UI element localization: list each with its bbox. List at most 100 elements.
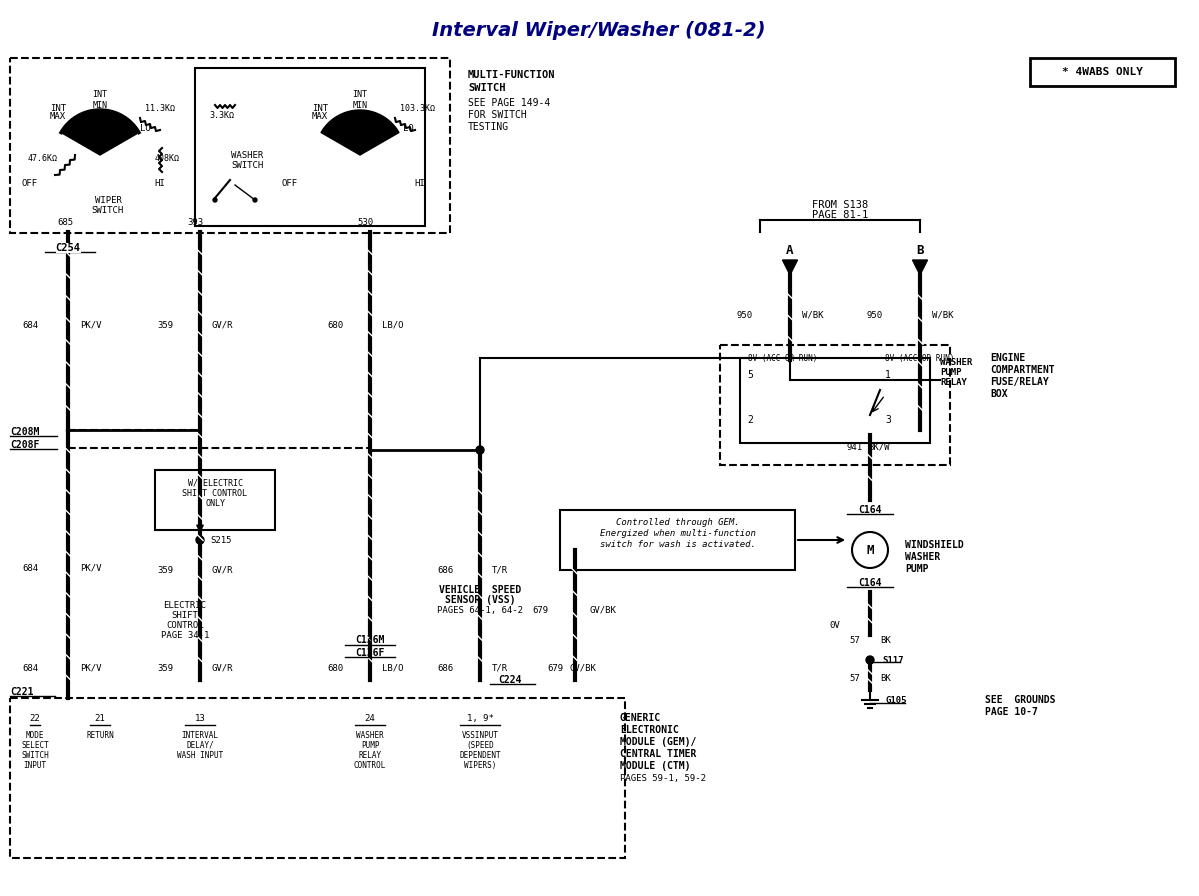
Text: TESTING: TESTING [468,122,510,132]
Text: MODULE (GEM)/: MODULE (GEM)/ [620,737,697,747]
Text: (SPEED: (SPEED [466,740,494,749]
Text: SEE  GROUNDS: SEE GROUNDS [986,695,1055,705]
Polygon shape [321,110,399,155]
Text: 8V (ACC OR RUN): 8V (ACC OR RUN) [885,354,954,363]
Text: 941: 941 [846,443,863,452]
Text: WASHER: WASHER [231,151,263,159]
Text: 680: 680 [327,664,343,673]
Bar [10,698,625,858]
Text: GV/R: GV/R [212,321,234,330]
Text: SWITCH: SWITCH [231,160,263,169]
Text: MULTI-FUNCTION: MULTI-FUNCTION [468,70,555,80]
Text: OFF: OFF [22,178,38,187]
Text: G105: G105 [885,695,906,704]
Text: C136F: C136F [355,648,385,658]
Text: WIPER: WIPER [95,195,121,204]
Text: C224: C224 [499,675,522,685]
Text: ENGINE: ENGINE [990,353,1025,363]
Text: * 4WABS ONLY: * 4WABS ONLY [1062,67,1144,77]
Text: 408KΩ: 408KΩ [155,153,180,162]
Text: WASHER: WASHER [356,730,384,739]
Text: 8V (ACC OR RUN): 8V (ACC OR RUN) [748,354,818,363]
Text: C208M: C208M [10,427,40,437]
Text: 359: 359 [157,664,173,673]
Text: T/R: T/R [492,565,508,574]
Text: WIPERS): WIPERS) [464,761,496,770]
Text: GV/R: GV/R [212,664,234,673]
Text: ELECTRONIC: ELECTRONIC [620,725,679,735]
Text: PK/V: PK/V [80,564,102,573]
Text: 3.3KΩ: 3.3KΩ [210,110,235,119]
Bar [1030,58,1175,86]
Circle shape [476,446,484,454]
Text: PUMP: PUMP [361,740,379,749]
Text: CENTRAL TIMER: CENTRAL TIMER [620,749,697,759]
Text: Energized when multi-function: Energized when multi-function [600,529,755,538]
Text: PUMP: PUMP [905,564,928,574]
Text: GV/BK: GV/BK [570,664,597,673]
Text: FOR SWITCH: FOR SWITCH [468,110,526,120]
Text: PAGE 34-1: PAGE 34-1 [161,631,209,640]
Text: switch for wash is activated.: switch for wash is activated. [600,539,755,548]
Text: HI: HI [155,178,165,187]
Text: 1, 9*: 1, 9* [466,713,494,722]
Text: C254: C254 [55,243,80,253]
Text: ONLY: ONLY [205,498,225,507]
Text: 684: 684 [22,664,38,673]
Text: COMPARTMENT: COMPARTMENT [990,365,1055,375]
Text: M: M [866,544,874,556]
Text: SWITCH: SWITCH [468,83,506,93]
Text: DEPENDENT: DEPENDENT [459,751,501,760]
Text: W/ ELECTRIC: W/ ELECTRIC [187,478,242,487]
Text: 13: 13 [194,713,205,722]
Text: 57: 57 [850,635,861,644]
Text: C164: C164 [858,505,881,515]
Bar [560,510,795,570]
Text: PAGE 81-1: PAGE 81-1 [812,210,868,220]
Text: 103.3KΩ: 103.3KΩ [400,104,435,113]
Text: HI: HI [415,178,426,187]
Text: MODE: MODE [25,730,44,739]
Text: 5: 5 [747,370,753,380]
Text: BK/W: BK/W [868,443,890,452]
Text: C208F: C208F [10,440,40,450]
Text: PK/V: PK/V [80,664,102,673]
Text: RELAY: RELAY [359,751,381,760]
Text: 679: 679 [547,664,564,673]
Text: 3: 3 [885,415,891,425]
Text: VSSINPUT: VSSINPUT [462,730,499,739]
Text: PAGES 64-1, 64-2: PAGES 64-1, 64-2 [436,606,523,615]
Text: 57: 57 [850,674,861,683]
Text: PK/V: PK/V [80,321,102,330]
Text: 950: 950 [737,311,753,320]
Text: 2: 2 [747,415,753,425]
Text: 22: 22 [30,713,41,722]
Polygon shape [783,260,797,275]
Text: FUSE/RELAY: FUSE/RELAY [990,377,1049,387]
Text: W/BK: W/BK [802,311,824,320]
Text: GV/BK: GV/BK [590,606,616,615]
Text: 680: 680 [327,321,343,330]
Text: OFF: OFF [282,178,299,187]
Text: C136M: C136M [355,635,385,645]
Text: S117: S117 [882,656,904,665]
Text: MAX: MAX [312,111,329,120]
Text: INT: INT [312,104,329,113]
Bar [155,470,275,530]
Text: PAGE 10-7: PAGE 10-7 [986,707,1038,717]
Text: 684: 684 [22,321,38,330]
Text: SENSOR (VSS): SENSOR (VSS) [445,595,516,605]
Text: Controlled through GEM.: Controlled through GEM. [616,518,740,527]
Text: PUMP: PUMP [940,367,962,376]
Text: SEE PAGE 149-4: SEE PAGE 149-4 [468,98,550,108]
Text: LB/O: LB/O [382,664,404,673]
Text: LB/O: LB/O [382,321,404,330]
Text: 685: 685 [56,218,73,227]
Text: INTERVAL: INTERVAL [181,730,218,739]
Text: 24: 24 [364,713,375,722]
Text: SHIFT: SHIFT [171,610,199,619]
Circle shape [866,656,874,664]
Text: FROM S138: FROM S138 [812,200,868,210]
Circle shape [253,198,257,202]
Text: PAGES 59-1, 59-2: PAGES 59-1, 59-2 [620,773,706,782]
